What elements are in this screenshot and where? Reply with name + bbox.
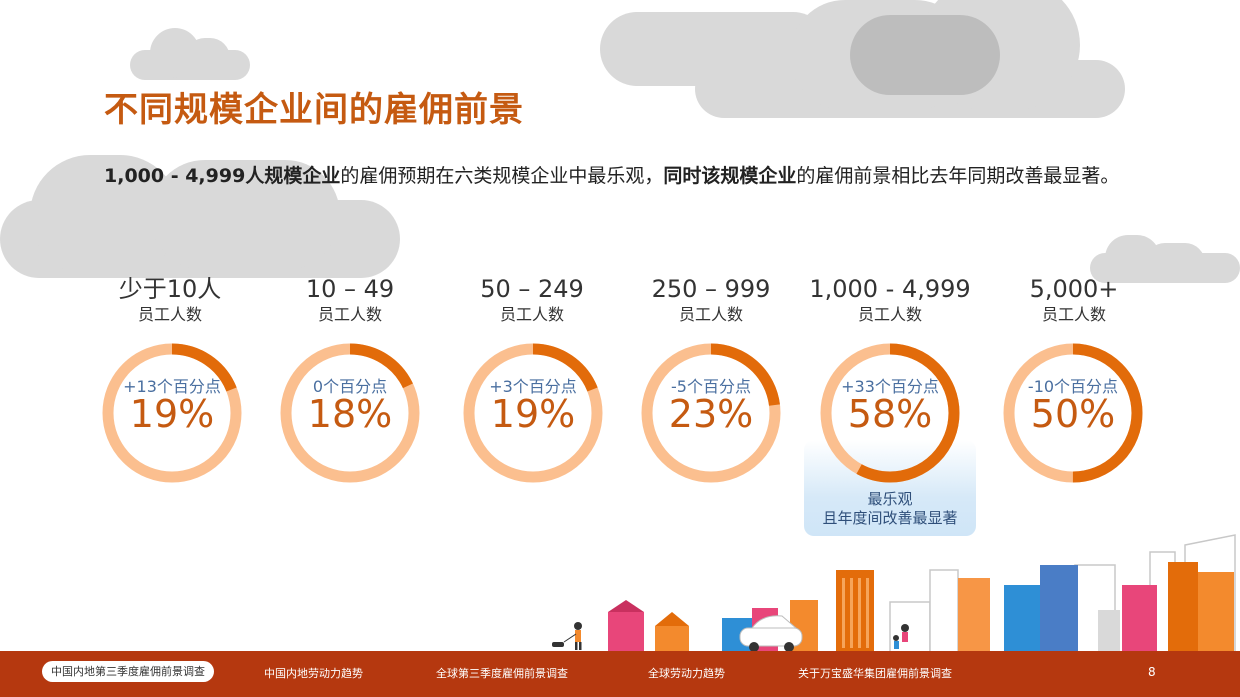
yoy-change-label: +3个百分点 <box>489 377 577 396</box>
yoy-change-label: +33个百分点 <box>841 377 939 396</box>
size-column: 1,000 - 4,999 员工人数 <box>800 274 980 326</box>
donut-value-label: 19% <box>490 392 576 436</box>
highlight-panel <box>804 440 976 536</box>
yoy-change-label: -5个百分点 <box>671 377 751 396</box>
size-column: 少于10人 员工人数 <box>80 274 260 326</box>
donut-arc <box>820 343 960 483</box>
size-sub-label: 员工人数 <box>317 305 382 324</box>
donut-arc <box>641 343 781 483</box>
size-sub-label: 员工人数 <box>499 305 564 324</box>
size-range-label: 1,000 - 4,999 <box>809 275 971 303</box>
footer-nav-item[interactable]: 全球劳动力趋势 <box>648 667 725 680</box>
donut-arc <box>280 343 420 483</box>
size-column: 250 – 999 员工人数 <box>621 274 801 326</box>
cloud-icon <box>0 155 400 280</box>
size-sub-label: 员工人数 <box>1041 305 1106 324</box>
size-range-label: 250 – 999 <box>651 275 771 303</box>
donut-value-label: 18% <box>307 392 393 436</box>
footer-nav-item[interactable]: 全球第三季度雇佣前景调查 <box>436 667 568 680</box>
highlight-note-line-2: 且年度间改善最显著 <box>822 509 958 527</box>
highlight-note: 最乐观 且年度间改善最显著 <box>804 490 976 528</box>
cloud-icon <box>130 28 250 83</box>
page-title: 不同规模企业间的雇佣前景 <box>104 90 524 130</box>
size-sub-label: 员工人数 <box>678 305 743 324</box>
donut-svg <box>102 343 242 483</box>
donut-chart: -5个百分点 23% <box>638 340 784 486</box>
footer-nav-item[interactable]: 关于万宝盛华集团雇佣前景调查 <box>798 667 952 680</box>
donut-arc <box>102 343 242 483</box>
subtitle-text-1: 的雇佣预期在六类规模企业中最乐观， <box>340 165 664 187</box>
yoy-change-label: 0个百分点 <box>312 377 388 396</box>
subtitle-bold-1: 1,000 - 4,999人规模企业 <box>104 165 341 187</box>
footer-nav-item[interactable]: 中国内地劳动力趋势 <box>264 667 363 680</box>
donut-arc <box>463 343 603 483</box>
donut-arc <box>1003 343 1143 483</box>
donut-chart: +3个百分点 19% <box>460 340 606 486</box>
donut-svg <box>1003 343 1143 483</box>
city-skyline-icon <box>552 534 1236 652</box>
dog-walker-icon <box>552 622 582 650</box>
size-sub-label: 员工人数 <box>857 305 922 324</box>
yoy-change-label: -10个百分点 <box>1027 377 1119 396</box>
size-column: 10 – 49 员工人数 <box>260 274 440 326</box>
size-range-label: 10 – 49 <box>305 275 395 303</box>
subtitle-bold-2: 同时该规模企业 <box>663 165 797 187</box>
donut-chart: +13个百分点 19% <box>99 340 245 486</box>
car-icon <box>739 615 803 652</box>
donut-value-label: 19% <box>129 392 215 436</box>
donut-value-label: 50% <box>1030 392 1116 436</box>
size-sub-label: 员工人数 <box>137 305 202 324</box>
cloud-icon <box>600 0 1130 120</box>
cloud-icon <box>1090 235 1240 285</box>
donut-chart: -10个百分点 50% <box>1000 340 1146 486</box>
donut-chart: +33个百分点 58% <box>817 340 963 486</box>
donut-value-label: 23% <box>668 392 754 436</box>
page-number: 8 <box>1148 665 1156 679</box>
page-subtitle: 1,000 - 4,999人规模企业的雇佣预期在六类规模企业中最乐观，同时该规模… <box>104 161 1204 188</box>
size-range-label: 少于10人 <box>118 275 222 303</box>
donut-value-label: 58% <box>847 392 933 436</box>
donut-chart: 0个百分点 18% <box>277 340 423 486</box>
size-range-label: 5,000+ <box>1029 275 1119 303</box>
donut-svg <box>280 343 420 483</box>
yoy-change-label: +13个百分点 <box>123 377 221 396</box>
size-column: 5,000+ 员工人数 <box>984 274 1164 326</box>
donut-svg <box>820 343 960 483</box>
donut-svg <box>463 343 603 483</box>
highlight-note-line-1: 最乐观 <box>867 490 913 508</box>
donut-svg <box>641 343 781 483</box>
subtitle-text-2: 的雇佣前景相比去年同期改善最显著。 <box>796 165 1120 187</box>
footer-nav-item-active[interactable]: 中国内地第三季度雇佣前景调查 <box>42 661 214 682</box>
size-column: 50 – 249 员工人数 <box>442 274 622 326</box>
size-range-label: 50 – 249 <box>480 275 584 303</box>
